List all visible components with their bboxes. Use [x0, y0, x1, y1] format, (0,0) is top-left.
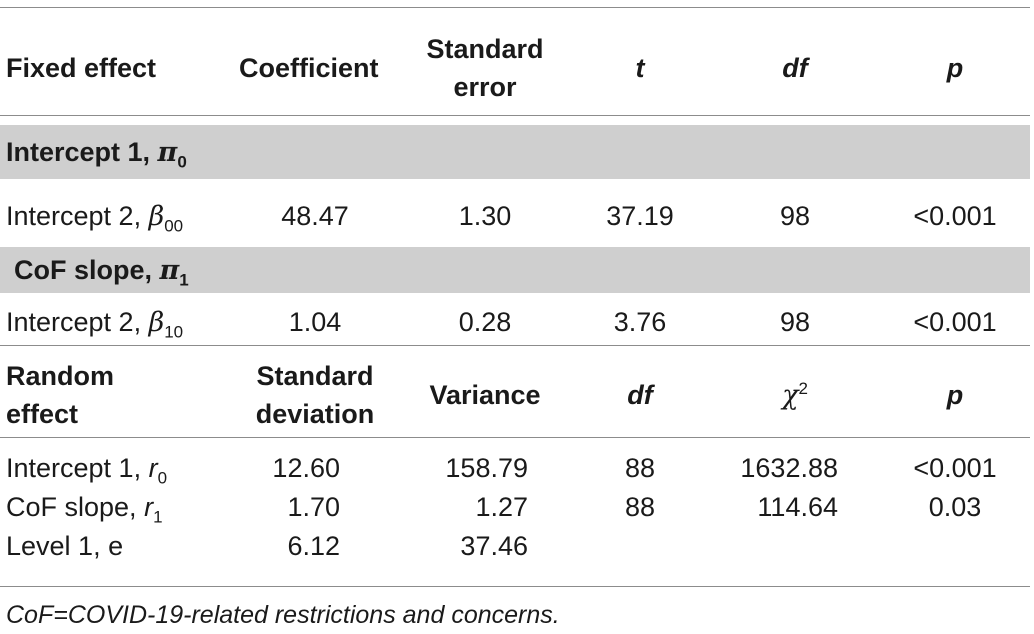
header-random-effect-line1: Random — [6, 361, 114, 391]
header-chi-square: χ2 — [755, 376, 835, 415]
random-row1-sd: 12.60 — [272, 453, 340, 483]
random-row1-subscript: 0 — [157, 468, 168, 488]
random-row2-subscript: 1 — [153, 507, 163, 527]
chi-symbol: χ — [782, 380, 799, 411]
header-fixed-effect: Fixed effect — [6, 53, 157, 83]
random-row2-chi2: 114.64 — [757, 492, 838, 522]
random-row2-sd: 1.70 — [287, 492, 340, 522]
row1-standard-error: 1.30 — [458, 201, 512, 231]
beta-subscript: 10 — [164, 322, 184, 342]
header-coefficient: Coefficient — [239, 53, 379, 83]
header-standard-deviation-line1: Standard — [256, 361, 374, 391]
row2-t: 3.76 — [613, 307, 667, 337]
pi-symbol: π — [157, 137, 178, 168]
random-row1-p: <0.001 — [913, 453, 997, 483]
band-cof-slope-label: CoF slope, π1 — [14, 251, 189, 290]
random-row1-df: 88 — [624, 453, 656, 483]
row2-coefficient: 1.04 — [288, 307, 342, 337]
header-random-effect: Random effect — [6, 357, 114, 433]
header-standard-error-line1: Standard — [426, 34, 544, 64]
row1-t: 37.19 — [606, 201, 674, 231]
row1-label: Intercept 2, β00 — [6, 197, 183, 236]
rule-top — [0, 7, 1030, 8]
row1-p: <0.001 — [913, 201, 997, 231]
chi-superscript: 2 — [798, 379, 808, 398]
header-random-effect-line2: effect — [6, 399, 79, 429]
random-row2-df: 88 — [624, 492, 656, 522]
random-row2-p: 0.03 — [928, 492, 982, 522]
band-intercept1-label: Intercept 1, π0 — [6, 133, 187, 172]
header-p: p — [946, 53, 964, 83]
random-row2-symbol: r — [144, 492, 154, 522]
row1-label-text: Intercept 2, — [6, 201, 149, 231]
rule-below-random-header — [0, 437, 1030, 438]
header-standard-error-line2: error — [453, 72, 517, 102]
row2-label: Intercept 2, β10 — [6, 303, 183, 342]
header-random-p: p — [946, 380, 964, 410]
section-band-cof-slope — [0, 247, 1030, 293]
beta-symbol: β — [148, 201, 165, 232]
rule-bottom — [0, 586, 1030, 587]
random-row3-variance: 37.46 — [460, 531, 528, 561]
random-row2-label: CoF slope, r1 — [6, 488, 163, 526]
header-t: t — [635, 53, 645, 83]
header-standard-deviation-line2: deviation — [255, 399, 375, 429]
random-row1-symbol: r — [148, 453, 158, 483]
section-band-intercept1 — [0, 125, 1030, 179]
header-df: df — [782, 53, 808, 83]
pi-subscript: 0 — [177, 152, 187, 172]
row2-standard-error: 0.28 — [458, 307, 512, 337]
beta-subscript: 00 — [164, 216, 184, 236]
rule-below-fixed-header — [0, 115, 1030, 116]
row1-coefficient: 48.47 — [281, 201, 349, 231]
random-row1-chi2: 1632.88 — [740, 453, 838, 483]
pi-subscript: 1 — [179, 270, 189, 290]
pi-symbol: π — [159, 255, 180, 286]
row2-label-text: Intercept 2, — [6, 307, 149, 337]
beta-symbol: β — [148, 307, 165, 338]
random-row2-variance: 1.27 — [475, 492, 528, 522]
header-standard-error: Standard error — [405, 30, 565, 106]
random-row1-label-text: Intercept 1, — [6, 453, 149, 483]
random-row3-sd: 6.12 — [287, 531, 340, 561]
header-standard-deviation: Standard deviation — [235, 357, 395, 433]
row1-df: 98 — [779, 201, 811, 231]
band-cof-slope-text: CoF slope, — [14, 255, 160, 285]
table-footnote: CoF=COVID-19-related restrictions and co… — [6, 601, 560, 629]
header-random-df: df — [627, 380, 653, 410]
header-variance: Variance — [429, 380, 541, 410]
rule-above-random-header — [0, 345, 1030, 346]
random-row1-label: Intercept 1, r0 — [6, 449, 167, 487]
random-row1-variance: 158.79 — [445, 453, 528, 483]
row2-p: <0.001 — [913, 307, 997, 337]
random-row2-label-text: CoF slope, — [6, 492, 145, 522]
random-row3-label: Level 1, e — [6, 531, 124, 561]
row2-df: 98 — [779, 307, 811, 337]
band-intercept1-text: Intercept 1, — [6, 137, 158, 167]
